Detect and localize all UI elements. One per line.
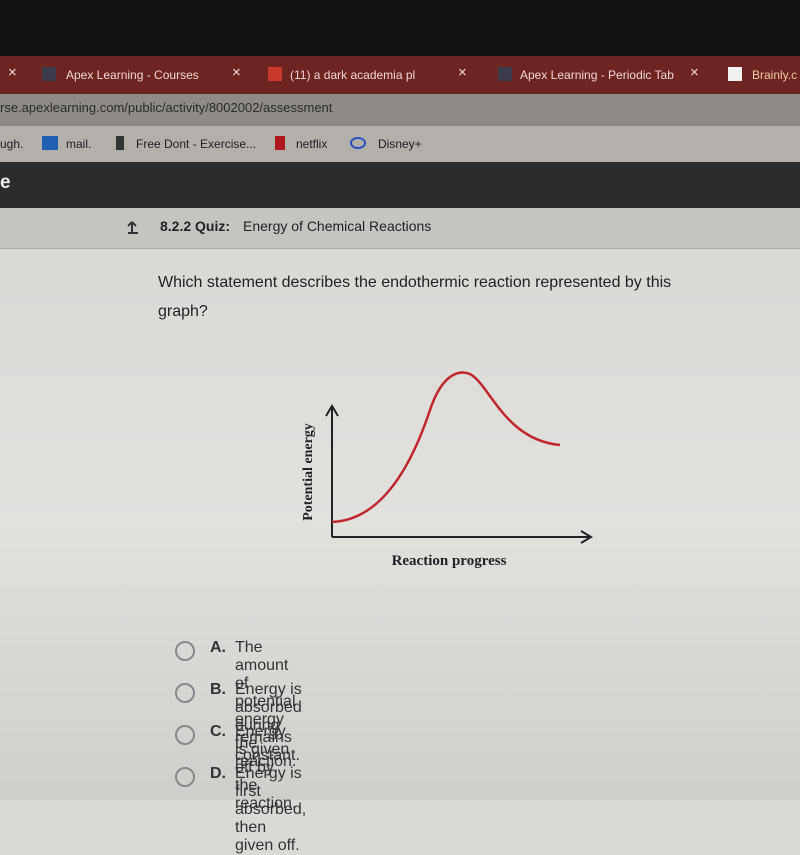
bookmark[interactable]: mail. xyxy=(66,137,92,151)
radio-button[interactable] xyxy=(175,767,195,787)
choice-letter: A. xyxy=(210,639,226,656)
quiz-bar xyxy=(0,208,800,249)
radio-button[interactable] xyxy=(175,725,195,745)
question: Which statement describes the endothermi… xyxy=(158,274,672,320)
tab-close[interactable]: × xyxy=(458,64,467,81)
energy-diagram: Potential energy Reaction progress xyxy=(301,371,593,569)
netflix-icon xyxy=(275,136,285,150)
choice-text: Energy is first absorbed, then given off… xyxy=(235,765,307,854)
tab[interactable]: Apex Learning - Periodic Tab xyxy=(520,68,674,82)
mail-icon xyxy=(42,136,58,150)
tab-close[interactable]: × xyxy=(8,64,17,81)
screen-bezel xyxy=(0,0,800,56)
energy-curve xyxy=(331,371,561,524)
back-icon[interactable] xyxy=(124,218,144,236)
tab-icon xyxy=(268,67,282,81)
url[interactable]: rse.apexlearning.com/public/activity/800… xyxy=(0,100,333,115)
tab-icon xyxy=(42,67,56,81)
content xyxy=(0,249,800,800)
x-axis xyxy=(332,530,593,544)
choice-letter: B. xyxy=(210,681,226,698)
choice-text: The amount of potential energy remains c… xyxy=(235,639,300,764)
bookmark[interactable]: Disney+ xyxy=(378,137,422,151)
radio-button[interactable] xyxy=(175,683,195,703)
tab-icon xyxy=(728,67,742,81)
bookmark[interactable]: ugh. xyxy=(0,137,24,151)
bookmark[interactable]: netflix xyxy=(296,137,328,151)
app-title: e xyxy=(0,172,11,193)
choice-letter: D. xyxy=(210,765,226,782)
tab[interactable]: (11) a dark academia pl xyxy=(290,68,416,82)
tab-icon xyxy=(498,67,512,81)
radio-button[interactable] xyxy=(175,641,195,661)
url-bar xyxy=(0,94,800,126)
bookmarks-bar xyxy=(0,126,800,162)
y-axis-label: Potential energy xyxy=(301,423,316,521)
choice-text: Energy is absorbed during the reaction. xyxy=(235,681,302,770)
disney-icon xyxy=(350,137,366,149)
bookmark[interactable]: Free Dont - Exercise... xyxy=(136,137,257,151)
quiz-title: Energy of Chemical Reactions xyxy=(243,218,432,234)
tab-bar: × Apex Learning - Courses × (11) a dark … xyxy=(0,56,800,94)
tab[interactable]: Brainly.c xyxy=(752,68,798,82)
tab-close[interactable]: × xyxy=(232,64,241,81)
bookmark-icon xyxy=(116,136,124,150)
choice-letter: C. xyxy=(210,723,226,740)
quiz-label: 8.2.2 Quiz: xyxy=(160,218,231,234)
y-axis xyxy=(325,404,339,537)
tab[interactable]: Apex Learning - Courses xyxy=(66,68,199,82)
app-header xyxy=(0,162,800,208)
tab-close[interactable]: × xyxy=(690,64,699,81)
x-axis-label: Reaction progress xyxy=(392,553,507,569)
